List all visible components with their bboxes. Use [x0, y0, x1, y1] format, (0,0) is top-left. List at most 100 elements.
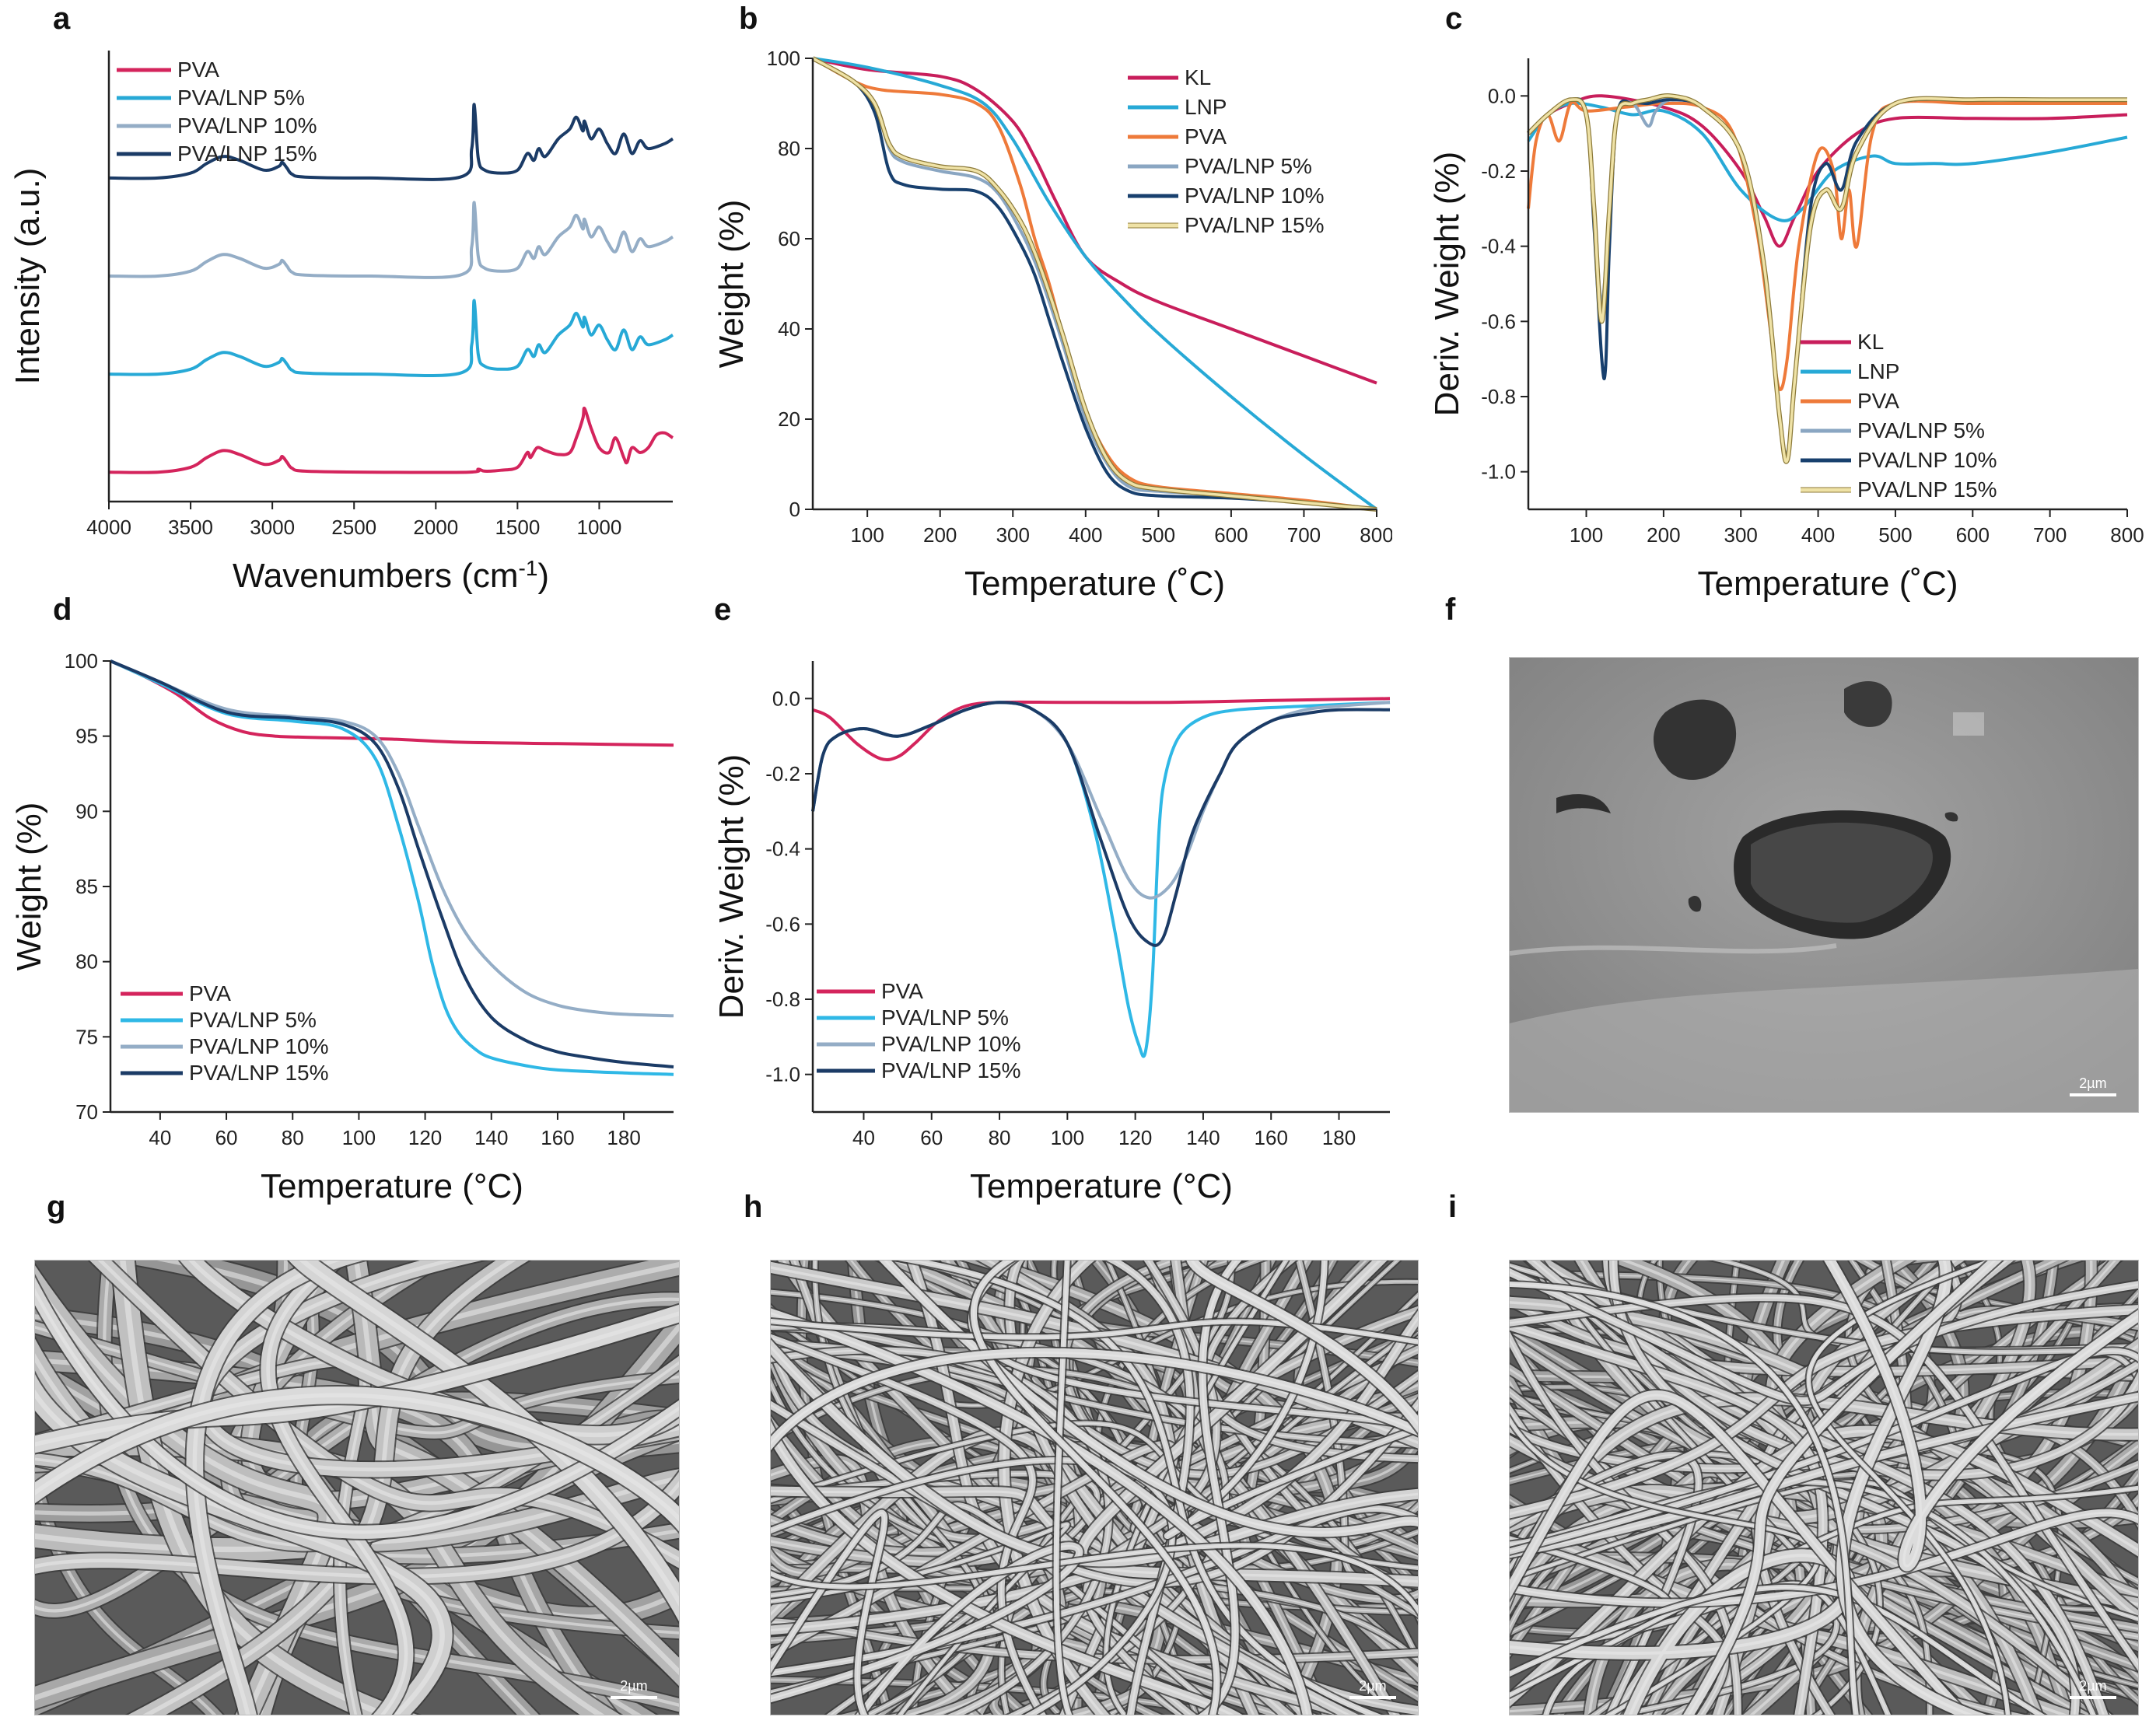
y-axis-label: Deriv. Weight (%) [1428, 152, 1466, 417]
series-line [108, 299, 674, 377]
sem-image-i: 2µm [1509, 1260, 2139, 1715]
fiber-highlight [771, 1544, 1080, 1715]
y-tick-label: 100 [767, 47, 800, 70]
y-tick-label: 0.0 [772, 687, 800, 710]
x-tick-label: 400 [1069, 523, 1102, 547]
sem-fibers-h [771, 1261, 1418, 1715]
series-line [110, 659, 674, 1076]
y-axis-label: Weight (%) [712, 200, 751, 369]
scale-bar-label: 2µm [1359, 1678, 1387, 1694]
x-axis-label: Wavenumbers (cm-1) [233, 556, 549, 596]
x-tick-label: 4000 [86, 516, 131, 539]
fiber-highlight [35, 1393, 679, 1522]
x-tick-label: 1500 [495, 516, 540, 539]
fiber-highlight [1510, 1283, 1857, 1715]
fiber-highlight [35, 1288, 679, 1534]
legend-label: PVA [189, 981, 231, 1005]
panel-label-f: f [1445, 593, 1456, 627]
x-tick-label: 140 [1186, 1126, 1220, 1149]
series-line [108, 201, 674, 279]
x-tick-label: 600 [1214, 523, 1248, 547]
y-tick-label: 20 [778, 407, 800, 431]
x-tick-label: 300 [996, 523, 1030, 547]
sem-fibers-i [1510, 1261, 2138, 1715]
y-tick-label: 0.0 [1488, 84, 1516, 107]
chart-a-ftir: 4000 3500 3000 2500 2000 1500 1000 Wavenumbers … [9, 51, 674, 596]
x-tick-label: 400 [1801, 523, 1835, 547]
legend-label: PVA/LNP 5% [189, 1008, 317, 1032]
legend-label: PVA/LNP 15% [1857, 477, 1997, 502]
y-axis-label: Weight (%) [10, 803, 48, 971]
y-tick-label: 70 [75, 1100, 98, 1124]
x-tick-label: 160 [541, 1126, 574, 1149]
legend: KL LNP PVA PVA/LNP 5% PVA/LNP 10% PVA/LNP 15% [1128, 65, 1325, 237]
legend-label: PVA/LNP 10% [1185, 184, 1325, 208]
fiber-highlight [35, 1297, 679, 1613]
y-tick-label: 100 [65, 649, 98, 673]
y-tick-label: 85 [75, 875, 98, 898]
series-line [812, 57, 1377, 511]
scale-bar-label: 2µm [620, 1678, 648, 1694]
series-line [108, 406, 674, 474]
legend-label: PVA/LNP 5% [1185, 154, 1312, 178]
x-tick-label: 100 [1051, 1126, 1084, 1149]
legend: PVA PVA/LNP 5%PVA/LNP 10% PVA/LNP 15% [121, 981, 329, 1085]
y-tick-label: 0 [789, 498, 800, 521]
chart-c-dtg: 100 200 300 400 500 600 700 800 -1.0 -0.8 -0.6 -0.4… [1428, 58, 2144, 603]
fiber-highlight [1808, 1261, 2009, 1715]
fiber-highlight [35, 1361, 679, 1547]
series-line [812, 57, 1377, 385]
x-tick-label: 60 [215, 1126, 238, 1149]
legend-label: PVA/LNP 15% [177, 142, 317, 166]
sem-fibers-g [35, 1261, 679, 1715]
y-tick-label: 95 [75, 725, 98, 748]
x-axis-label: Temperature (˚C) [964, 565, 1225, 603]
panel-label-b: b [739, 2, 758, 36]
x-tick-label: 200 [923, 523, 957, 547]
y-tick-label: 75 [75, 1025, 98, 1048]
series-line [108, 103, 674, 181]
fiber-highlight [1840, 1261, 1975, 1715]
y-axis-label: Deriv. Weight (%) [712, 754, 751, 1019]
y-tick-label: 40 [778, 317, 800, 341]
x-tick-label: 3000 [250, 516, 295, 539]
scale-bar-label: 2µm [2079, 1075, 2107, 1091]
fiber-highlight [35, 1311, 679, 1447]
x-tick-label: 160 [1255, 1126, 1288, 1149]
series-line [812, 57, 1377, 511]
scale-bar-f: 2µm [2070, 1075, 2116, 1096]
sem-film-surface [1510, 658, 2138, 1112]
fiber-highlight [771, 1429, 1235, 1715]
legend-label: PVA/LNP 15% [881, 1058, 1021, 1082]
fiber-highlight [771, 1345, 1418, 1563]
series-line [811, 701, 1391, 947]
fiber-highlight [771, 1266, 1418, 1445]
x-tick-label: 180 [607, 1126, 640, 1149]
y-tick-label: -0.4 [1481, 235, 1516, 258]
x-tick-label: 500 [1878, 523, 1912, 547]
panel-label-h: h [744, 1190, 763, 1224]
legend-label: PVA [1857, 389, 1899, 413]
y-tick-label: 80 [75, 950, 98, 974]
chart-e-dtg-zoom: 40 60 80 100 120 140 160 180 -1.0 -0.8 -0.6 -0.4 -0.… [712, 661, 1391, 1205]
y-tick-label: -0.2 [765, 762, 800, 785]
fiber-highlight [972, 1261, 1218, 1715]
y-tick-label: -1.0 [765, 1063, 800, 1086]
legend-label: LNP [1185, 95, 1227, 119]
legend-label: PVA [177, 58, 219, 82]
x-tick-label: 60 [920, 1126, 943, 1149]
fiber-highlight [884, 1261, 1418, 1534]
legend: KL LNP PVA PVA/LNP 5% PVA/LNP 10% PVA/LNP 15% [1801, 330, 1997, 502]
fiber-highlight [1111, 1261, 1192, 1715]
legend-label: PVA/LNP 10% [881, 1032, 1021, 1056]
y-tick-label: -0.6 [765, 912, 800, 935]
y-tick-label: -1.0 [1481, 460, 1516, 484]
x-tick-label: 800 [2110, 523, 2144, 547]
fiber-highlight [814, 1261, 984, 1715]
fiber-highlight [1191, 1261, 1418, 1427]
x-tick-label: 2000 [413, 516, 458, 539]
x-tick-label: 800 [1360, 523, 1392, 547]
legend-label: PVA/LNP 10% [1857, 448, 1997, 472]
series-line [812, 57, 1377, 511]
x-tick-label: 40 [852, 1126, 875, 1149]
